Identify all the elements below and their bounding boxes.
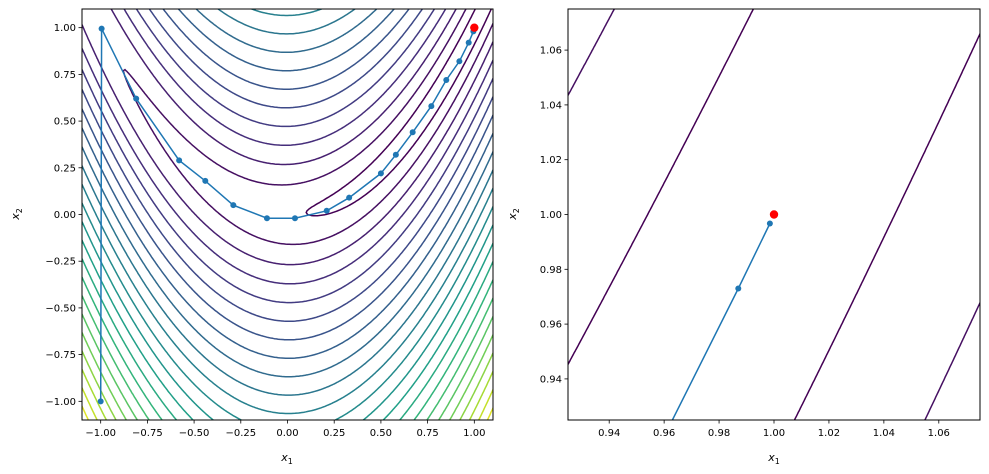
path-marker — [409, 129, 416, 136]
minimum-marker — [769, 210, 779, 219]
x-tick-label: 1.00 — [763, 428, 785, 439]
x-tick-label: 0.94 — [598, 428, 620, 439]
x-tick-label: 0.00 — [276, 428, 298, 439]
contour-line — [122, 9, 493, 246]
y-tick-label: 0.50 — [54, 117, 76, 128]
contour-line — [82, 9, 493, 341]
y-tick-label: 1.00 — [54, 23, 76, 34]
x-tick-label: 1.00 — [463, 428, 485, 439]
right-plot: 0.94 0.96 0.98 1.00 1.02 1.04 1.06 0.940.960.9… — [506, 8, 981, 466]
path-marker — [97, 398, 104, 405]
x-tick-label: −0.75 — [132, 428, 163, 439]
left-x-ticks: −1.00 −0.75 −0.50 −0.25 0.00 0.25 0.50 0.75 1.00 — [85, 420, 485, 439]
left-plot: −1.00 −0.75 −0.50 −0.25 0.00 0.25 0.50 0.75 1.00… — [9, 8, 494, 466]
x-tick-label: 0.96 — [653, 428, 675, 439]
contour-line — [82, 9, 493, 378]
x-tick-label: 0.50 — [370, 428, 392, 439]
contour-line — [82, 9, 493, 322]
path-marker — [230, 202, 237, 209]
right-x-axis-label: x1 — [767, 451, 780, 466]
left-y-ticks: −1.00 −0.75 −0.50 −0.25 0.00 0.25 0.50 0.75 1.00 — [45, 23, 82, 408]
y-tick-label: −0.25 — [45, 257, 76, 268]
contour-line — [82, 239, 493, 420]
path-marker — [465, 39, 472, 46]
path-marker — [766, 220, 773, 227]
y-tick-label: 0.96 — [540, 320, 562, 331]
right-y-ticks: 0.94 0.96 0.98 1.00 1.02 1.04 1.06 — [540, 46, 568, 385]
path-marker — [456, 58, 463, 65]
path-marker — [443, 76, 450, 83]
right-contour-lines — [568, 9, 980, 420]
path-marker — [176, 157, 183, 164]
path-marker — [377, 170, 384, 177]
path-marker — [735, 285, 742, 292]
contour-line — [82, 9, 493, 415]
x-tick-label: −0.50 — [179, 428, 210, 439]
right-x-ticks: 0.94 0.96 0.98 1.00 1.02 1.04 1.06 — [598, 420, 950, 439]
contour-line — [82, 9, 493, 360]
x-tick-label: 1.04 — [873, 428, 895, 439]
y-tick-label: 0.98 — [540, 265, 562, 276]
path-marker — [291, 215, 298, 222]
x-tick-label: 1.02 — [818, 428, 840, 439]
path-marker — [98, 25, 105, 32]
x-tick-label: 1.06 — [928, 428, 950, 439]
left-contour-lines — [82, 9, 493, 420]
y-tick-label: 1.06 — [540, 46, 562, 57]
y-tick-label: 1.00 — [540, 210, 562, 221]
contour-line — [82, 276, 493, 420]
contour-line — [82, 202, 493, 420]
contour-line — [82, 313, 493, 420]
path-marker — [392, 151, 399, 158]
y-tick-label: 0.94 — [540, 374, 562, 385]
path-marker — [202, 177, 209, 184]
right-optimizer-path — [671, 210, 779, 420]
y-tick-label: 0.00 — [54, 210, 76, 221]
contour-line — [82, 368, 493, 420]
contour-line — [82, 9, 493, 266]
x-tick-label: −1.00 — [85, 428, 116, 439]
path-marker — [323, 207, 330, 214]
y-tick-label: 0.75 — [54, 70, 76, 81]
contour-line — [82, 387, 493, 420]
right-y-axis-label: x2 — [506, 208, 521, 221]
contour-line — [82, 220, 493, 420]
contour-line — [82, 9, 493, 396]
y-tick-label: 1.02 — [540, 155, 562, 166]
contour-line — [82, 350, 493, 420]
path-line — [99, 28, 475, 402]
path-marker — [263, 215, 270, 222]
left-x-axis-label: x1 — [280, 451, 293, 466]
y-tick-label: −1.00 — [45, 397, 76, 408]
x-tick-label: 0.75 — [416, 428, 438, 439]
left-optimizer-path — [97, 23, 479, 405]
left-y-axis-label: x2 — [9, 208, 24, 221]
path-marker — [133, 95, 140, 102]
path-marker — [346, 194, 353, 201]
x-tick-label: 0.98 — [708, 428, 730, 439]
y-tick-label: 0.25 — [54, 163, 76, 174]
contour-line — [82, 9, 493, 304]
contour-line — [568, 9, 980, 420]
path-marker — [428, 103, 435, 110]
contour-line — [82, 9, 493, 285]
minimum-marker — [470, 23, 479, 32]
y-tick-label: −0.50 — [45, 303, 76, 314]
contour-line — [82, 294, 493, 420]
y-tick-label: −0.75 — [45, 350, 76, 361]
y-tick-label: 1.04 — [540, 100, 562, 111]
contour-line — [82, 405, 493, 420]
x-tick-label: −0.25 — [225, 428, 256, 439]
x-tick-label: 0.25 — [323, 428, 345, 439]
